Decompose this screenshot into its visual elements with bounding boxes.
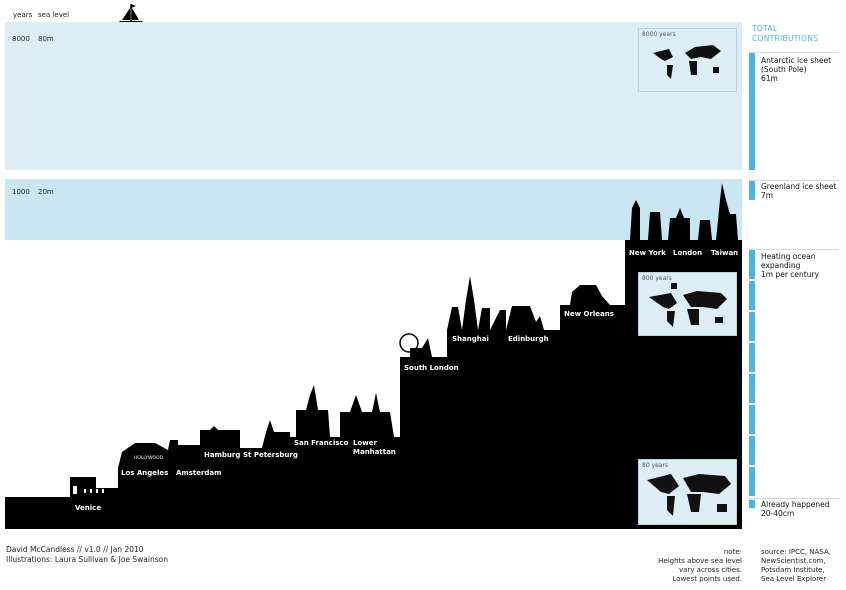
heating-ocean-bar-segment	[749, 436, 755, 465]
map-caption: 80 years	[642, 462, 669, 469]
city-label-shanghai: Shanghai	[452, 335, 489, 343]
years-label: 1000	[12, 188, 30, 196]
level-label: 20m	[38, 188, 54, 196]
antarctic-bar	[749, 53, 755, 170]
world-map-icon	[647, 474, 731, 516]
world-map-80-years: 80 years	[638, 459, 737, 525]
map-caption: 800 years	[642, 275, 672, 282]
antarctic-label: Antarctic ice sheet (South Pole) 61m	[761, 56, 832, 83]
heating-ocean-bar-segment	[749, 374, 755, 403]
divider	[749, 249, 839, 250]
already-happened-bar	[749, 500, 755, 508]
heating-ocean-bar-segment	[749, 343, 755, 372]
heating-ocean-label: Heating ocean expanding 1m per century	[761, 252, 820, 279]
city-label-los-angeles: Los Angeles	[121, 469, 169, 477]
greenland-bar	[749, 181, 755, 200]
city-label-london: London	[673, 249, 703, 257]
illustrations-credit: Illustrations: Laura Sullivan & Joe Swai…	[6, 555, 168, 564]
city-label-new-york: New York	[629, 249, 666, 257]
city-label-hamburg: Hamburg	[204, 451, 241, 459]
heating-ocean-bar-segment	[749, 405, 755, 434]
city-label-south-london: South London	[404, 364, 459, 372]
heating-ocean-bar-segment	[749, 467, 755, 496]
city-label-st-petersburg: St Petersburg	[243, 451, 298, 459]
level-label: 80m	[38, 35, 54, 43]
hollywood-sign: HOLLYWOOD	[134, 456, 164, 461]
years-label: 8000	[12, 35, 30, 43]
source: source: IPCC, NASA, NewScientist.com, Po…	[761, 548, 831, 583]
divider	[749, 180, 839, 181]
city-label-san-francisco: San Francisco	[294, 439, 349, 447]
greenland-label: Greenland ice sheet 7m	[761, 182, 837, 200]
city-label-amsterdam: Amsterdam	[176, 469, 222, 477]
city-label-taiwan: Taiwan	[711, 249, 739, 257]
divider	[749, 498, 839, 499]
heating-ocean-bar-segment	[749, 312, 755, 341]
band-20m: 1000 20m	[5, 179, 742, 240]
world-map-8000-years: 8000 years	[638, 28, 737, 92]
note: note: Heights above sea level vary acros…	[658, 548, 742, 583]
years-header: years	[13, 11, 33, 19]
world-map-800-years: 800 years	[638, 272, 737, 336]
divider	[749, 52, 839, 53]
city-label-lower-manhattan: Lower Manhattan	[353, 439, 396, 456]
band-80m: 8000 80m	[5, 22, 742, 170]
world-map-icon	[649, 283, 727, 327]
total-contributions-title: TOTAL CONTRIBUTIONS	[752, 24, 819, 43]
world-map-icon	[653, 45, 721, 79]
city-label-edinburgh: Edinburgh	[508, 335, 549, 343]
credit: David McCandless // v1.0 // Jan 2010	[6, 545, 144, 554]
city-label-venice: Venice	[75, 504, 102, 512]
city-label-new-orleans: New Orleans	[564, 310, 614, 318]
map-caption: 8000 years	[642, 31, 676, 38]
heating-ocean-bar-segment	[749, 250, 755, 279]
sea-level-header: sea level	[38, 11, 70, 19]
already-happened-label: Already happened 20-40cm	[761, 500, 830, 518]
heating-ocean-bar-segment	[749, 281, 755, 310]
